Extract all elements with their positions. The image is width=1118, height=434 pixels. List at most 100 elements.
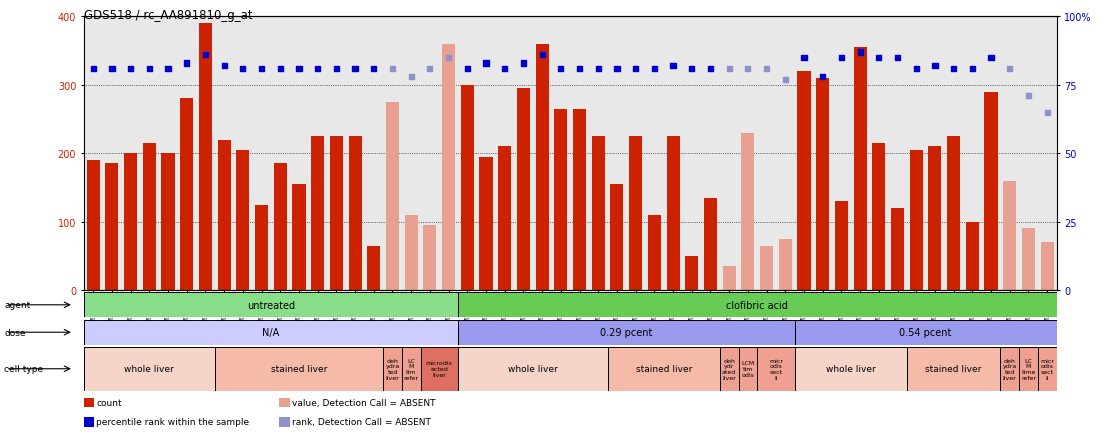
Bar [236,151,249,290]
Bar [84,417,94,427]
Point [945,66,963,73]
Bar [853,48,866,290]
Bar [1003,181,1016,290]
Point [814,74,832,81]
Bar [891,208,904,290]
Text: stained liver: stained liver [271,365,328,373]
Bar [280,398,290,407]
Bar [420,347,458,391]
Point [364,66,382,73]
Bar [704,198,717,290]
Bar [255,205,268,290]
Point [383,66,401,73]
Point [328,66,345,73]
Point [234,66,252,73]
Point [290,66,307,73]
Bar [928,147,941,290]
Point [122,66,140,73]
Text: GDS518 / rc_AA891810_g_at: GDS518 / rc_AA891810_g_at [84,9,253,22]
Point [495,66,513,73]
Point [1039,109,1057,116]
Text: count: count [96,398,122,407]
Text: percentile rank within the sample: percentile rank within the sample [96,418,249,426]
Bar [666,137,680,290]
Bar [84,398,94,407]
Text: N/A: N/A [263,328,280,337]
Text: whole liver: whole liver [826,365,875,373]
Bar [480,157,493,290]
Bar [143,144,155,290]
Point [197,52,215,59]
Bar [872,144,885,290]
Point [1020,93,1038,100]
Bar [1020,347,1038,391]
Text: LCM
tim
odis: LCM tim odis [741,361,755,377]
Point [439,55,457,62]
Point [178,60,196,67]
Bar [985,92,997,290]
Bar [555,109,567,290]
Text: cell type: cell type [4,365,44,373]
Bar [442,45,455,290]
Text: whole liver: whole liver [124,365,174,373]
Bar [947,137,960,290]
Point [795,55,813,62]
Text: value, Detection Call = ABSENT: value, Detection Call = ABSENT [292,398,435,407]
Point [347,66,364,73]
Bar [458,347,607,391]
Bar [779,239,792,290]
Text: microdis
ected
liver: microdis ected liver [426,361,453,377]
Text: stained liver: stained liver [635,365,692,373]
Text: rank, Detection Call = ABSENT: rank, Detection Call = ABSENT [292,418,430,426]
Point [402,74,420,81]
Bar [910,151,922,290]
Bar [311,137,324,290]
Point [851,49,869,56]
Bar [124,154,138,290]
Bar [574,109,586,290]
Bar [795,347,907,391]
Bar [274,164,287,290]
Bar [424,226,436,290]
Point [701,66,719,73]
Bar [499,147,511,290]
Point [645,66,663,73]
Point [589,66,607,73]
Bar [84,347,215,391]
Point [215,63,233,70]
Bar [458,293,1057,318]
Point [926,63,944,70]
Point [739,66,757,73]
Bar [215,347,383,391]
Bar [1041,243,1053,290]
Point [627,66,645,73]
Bar [1038,347,1057,391]
Bar [739,347,757,391]
Point [309,66,326,73]
Text: micr
odis
sect
li: micr odis sect li [1040,358,1054,380]
Point [608,66,626,73]
Text: 0.29 pcent: 0.29 pcent [600,328,653,337]
Point [159,66,177,73]
Bar [741,133,755,290]
Point [552,66,570,73]
Bar [405,215,418,290]
Bar [591,137,605,290]
Text: untreated: untreated [247,300,295,310]
Bar [795,320,1057,345]
Point [964,66,982,73]
Bar [458,320,795,345]
Point [683,66,701,73]
Bar [330,137,343,290]
Point [477,60,495,67]
Bar [835,202,847,290]
Point [570,66,588,73]
Text: deh
ydra
ted
liver: deh ydra ted liver [386,358,399,380]
Bar [280,417,290,427]
Text: stained liver: stained liver [926,365,982,373]
Point [253,66,271,73]
Bar [629,137,642,290]
Bar [386,103,399,290]
Bar [87,161,100,290]
Text: whole liver: whole liver [508,365,558,373]
